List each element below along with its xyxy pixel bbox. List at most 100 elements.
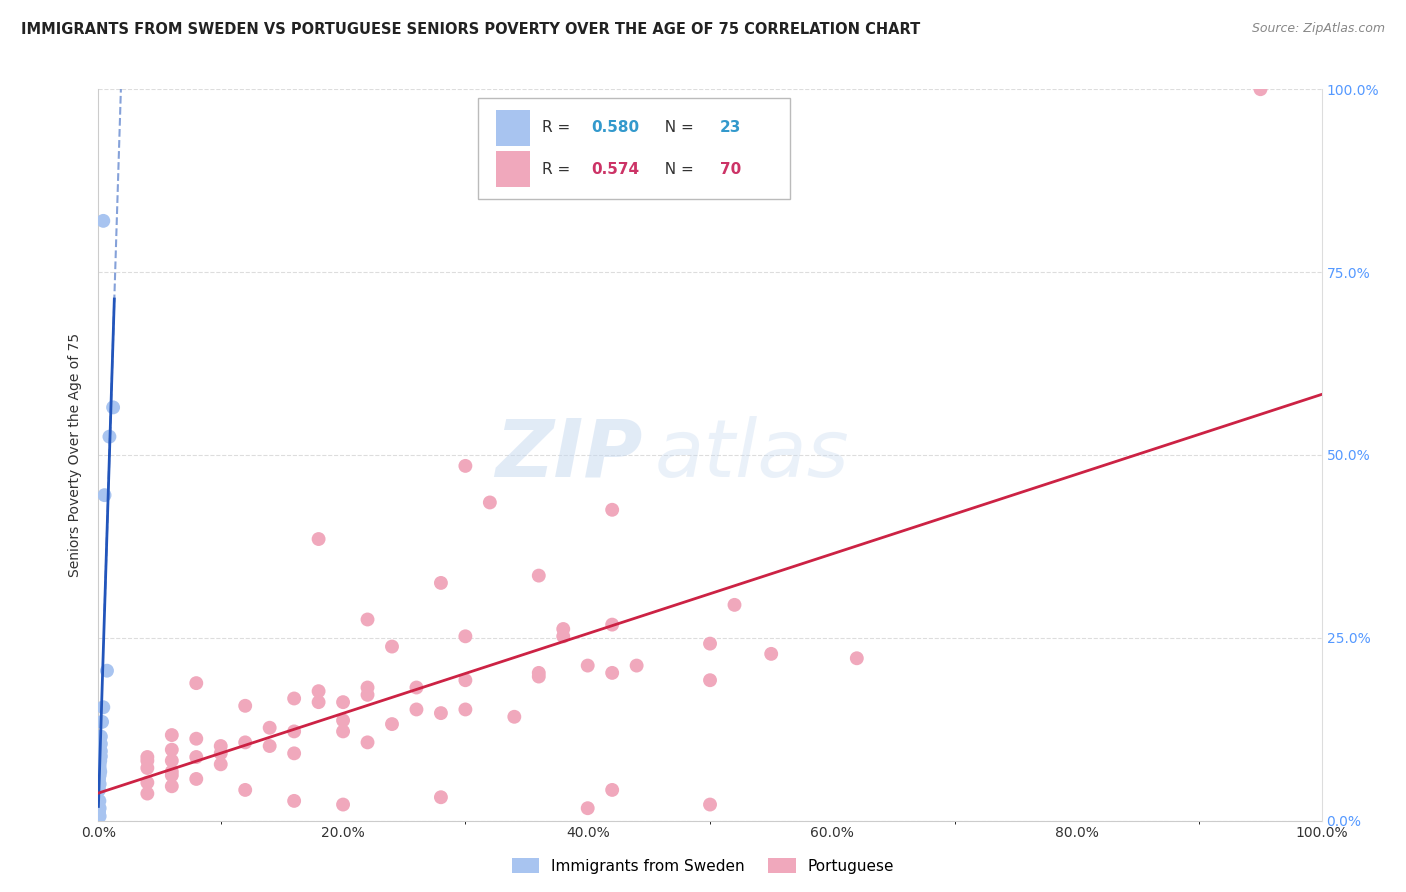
- Point: [186, 772, 208, 786]
- Point: [233, 698, 256, 713]
- Point: [332, 714, 354, 728]
- Point: [356, 681, 378, 695]
- Point: [136, 787, 159, 801]
- Point: [209, 757, 232, 772]
- Text: IMMIGRANTS FROM SWEDEN VS PORTUGUESE SENIORS POVERTY OVER THE AGE OF 75 CORRELAT: IMMIGRANTS FROM SWEDEN VS PORTUGUESE SEN…: [21, 22, 921, 37]
- Point: [381, 640, 404, 654]
- Point: [332, 724, 354, 739]
- Point: [93, 488, 115, 502]
- Point: [209, 747, 232, 761]
- Point: [381, 717, 404, 731]
- Point: [233, 735, 256, 749]
- Point: [699, 637, 721, 651]
- Point: [430, 790, 453, 805]
- Point: [405, 702, 427, 716]
- Point: [136, 775, 159, 789]
- Legend: Immigrants from Sweden, Portuguese: Immigrants from Sweden, Portuguese: [506, 852, 900, 880]
- Point: [283, 747, 305, 761]
- Point: [454, 673, 477, 688]
- Point: [90, 744, 112, 758]
- Point: [600, 503, 623, 517]
- Point: [576, 658, 599, 673]
- Point: [136, 750, 159, 764]
- Text: R =: R =: [543, 120, 575, 136]
- Point: [308, 684, 330, 698]
- Point: [454, 629, 477, 643]
- Point: [626, 658, 648, 673]
- Point: [356, 688, 378, 702]
- Point: [89, 801, 111, 815]
- Point: [553, 622, 575, 636]
- Point: [553, 629, 575, 643]
- FancyBboxPatch shape: [478, 98, 790, 199]
- Text: 0.580: 0.580: [592, 120, 640, 136]
- Point: [283, 724, 305, 739]
- Point: [90, 749, 112, 764]
- Point: [283, 691, 305, 706]
- Point: [89, 754, 111, 768]
- Text: Source: ZipAtlas.com: Source: ZipAtlas.com: [1251, 22, 1385, 36]
- Point: [527, 568, 550, 582]
- Point: [160, 728, 183, 742]
- Point: [600, 665, 623, 680]
- Point: [259, 721, 281, 735]
- Point: [96, 664, 118, 678]
- Text: N =: N =: [655, 161, 699, 177]
- Point: [454, 458, 477, 473]
- Point: [87, 805, 110, 819]
- Point: [761, 647, 783, 661]
- Point: [600, 783, 623, 797]
- Point: [98, 430, 121, 444]
- Text: 23: 23: [720, 120, 741, 136]
- Point: [405, 681, 427, 695]
- Point: [699, 797, 721, 812]
- Point: [90, 737, 112, 751]
- Point: [160, 754, 183, 768]
- Point: [600, 617, 623, 632]
- Text: R =: R =: [543, 161, 575, 177]
- Point: [233, 783, 256, 797]
- Point: [430, 576, 453, 591]
- Point: [91, 700, 114, 714]
- Point: [91, 214, 114, 228]
- Text: 70: 70: [720, 161, 741, 177]
- FancyBboxPatch shape: [496, 152, 530, 186]
- Point: [101, 401, 124, 415]
- Point: [332, 797, 354, 812]
- Point: [160, 742, 183, 756]
- Point: [308, 532, 330, 546]
- Point: [259, 739, 281, 753]
- Point: [160, 779, 183, 793]
- Text: N =: N =: [655, 120, 699, 136]
- Point: [699, 673, 721, 688]
- Point: [160, 768, 183, 782]
- Point: [723, 598, 745, 612]
- Point: [89, 794, 111, 808]
- Point: [527, 669, 550, 683]
- Point: [136, 754, 159, 768]
- Point: [503, 710, 526, 724]
- Point: [576, 801, 599, 815]
- Text: ZIP: ZIP: [495, 416, 643, 494]
- Point: [89, 777, 111, 791]
- Point: [332, 695, 354, 709]
- Text: atlas: atlas: [655, 416, 849, 494]
- Point: [186, 750, 208, 764]
- Point: [89, 809, 111, 823]
- Point: [1249, 82, 1271, 96]
- Point: [454, 702, 477, 716]
- Point: [186, 676, 208, 690]
- Point: [136, 761, 159, 775]
- Point: [430, 706, 453, 720]
- Point: [89, 764, 111, 779]
- Point: [89, 761, 111, 775]
- FancyBboxPatch shape: [496, 110, 530, 145]
- Y-axis label: Seniors Poverty Over the Age of 75: Seniors Poverty Over the Age of 75: [69, 333, 83, 577]
- Point: [89, 757, 111, 772]
- Point: [87, 772, 110, 786]
- Point: [845, 651, 868, 665]
- Point: [186, 731, 208, 746]
- Text: 0.574: 0.574: [592, 161, 640, 177]
- Point: [160, 764, 183, 779]
- Point: [283, 794, 305, 808]
